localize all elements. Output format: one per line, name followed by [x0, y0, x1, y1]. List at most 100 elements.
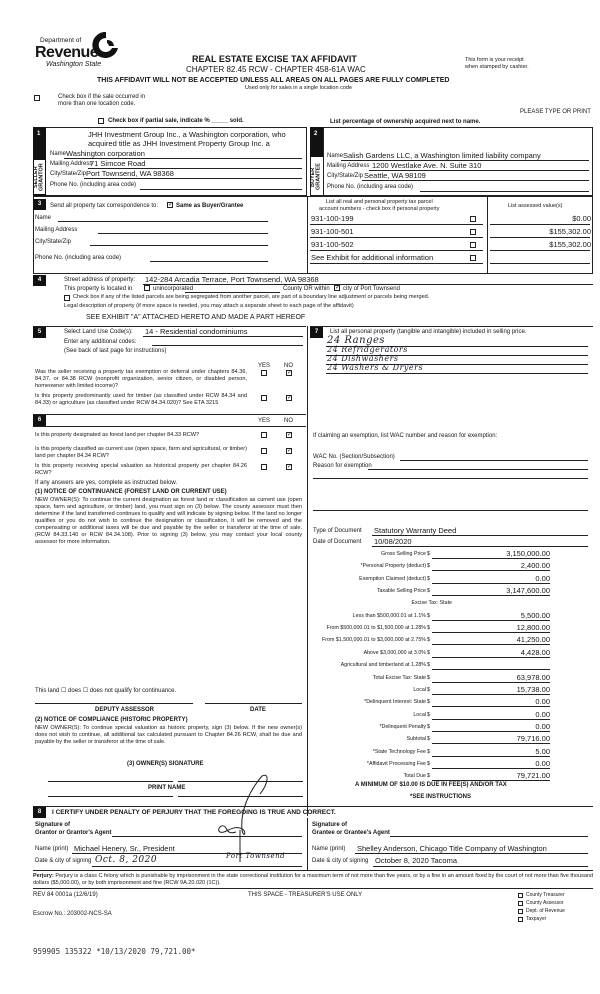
copy-checkbox[interactable] — [518, 917, 523, 922]
grantor-date-field[interactable]: Oct. 8, 2020 — [95, 855, 158, 865]
q5-2-yes[interactable] — [261, 395, 267, 401]
copy-checkbox[interactable] — [518, 909, 523, 914]
q5-1-yes[interactable] — [261, 370, 267, 376]
notice-compliance-title: (2) NOTICE OF COMPLIANCE (HISTORIC PROPE… — [35, 717, 188, 723]
tax-row-value[interactable]: 63,978.00 — [432, 673, 550, 683]
tax-row-value[interactable]: 0.00 — [432, 722, 550, 732]
grantee-name-field[interactable]: Shelley Anderson, Chicago Title Company … — [357, 844, 547, 853]
doc-date-field[interactable]: 10/08/2020 — [374, 537, 412, 546]
tax-row-value[interactable]: 15,738.00 — [432, 685, 550, 695]
copy-checkbox[interactable] — [518, 901, 523, 906]
tax-row-value[interactable]: 5.00 — [432, 747, 550, 757]
personal-property-checkbox[interactable] — [470, 216, 476, 222]
q6-1-no[interactable]: ✓ — [286, 432, 293, 438]
q6-2-no[interactable]: ✓ — [286, 448, 293, 454]
grantee-date-field[interactable]: October 8, 2020 Tacoma — [375, 856, 457, 865]
parcel-number[interactable]: 931-100-502 — [311, 240, 354, 249]
q6-3-yes[interactable] — [261, 464, 267, 470]
see-instructions-note: *SEE INSTRUCTIONS — [410, 794, 472, 800]
buyer-address-field[interactable]: 1200 Westlake Ave. N. Suite 310 — [372, 161, 482, 170]
tax-row-value[interactable]: 12,800.00 — [432, 623, 550, 634]
segregated-checkbox[interactable] — [64, 295, 70, 301]
tax-row-value[interactable]: 3,150,000.00 — [432, 549, 550, 559]
corr-address-field[interactable] — [98, 233, 268, 234]
certify-statement: I CERTIFY UNDER PENALTY OF PERJURY THAT … — [52, 809, 336, 816]
personal-property-item[interactable]: 24 Refridgerators — [327, 345, 408, 354]
partial-sale-checkbox[interactable] — [98, 118, 104, 124]
print-name-2[interactable] — [178, 796, 303, 797]
buyer-name-field[interactable]: Salish Gardens LLC, a Washington limited… — [343, 151, 541, 160]
buyer-city-field[interactable]: Seattle, WA 98109 — [364, 171, 426, 180]
tax-row-value[interactable]: 0.00 — [432, 574, 550, 584]
grantor-city-field[interactable]: Port Townsend — [226, 852, 286, 860]
seller-address-label: Mailing Address — [50, 161, 93, 167]
unincorporated-checkbox[interactable] — [144, 285, 150, 291]
tax-row-value[interactable]: 79,721.00 — [432, 771, 550, 782]
seller-phone-field[interactable] — [140, 189, 302, 190]
land-use-field[interactable]: 14 - Residential condominiums — [145, 327, 248, 336]
q6-2-yes[interactable] — [261, 448, 267, 454]
parcel-number[interactable]: 931-100-199 — [311, 214, 354, 223]
exemption-claim-label: If claiming an exemption, list WAC numbe… — [313, 433, 498, 439]
tax-row-value[interactable]: 3,147,600.00 — [432, 586, 550, 597]
parcel-value[interactable]: $0.00 — [572, 214, 591, 223]
tax-row-label: *Personal Property (deduct) — [360, 563, 426, 570]
personal-property-checkbox[interactable] — [470, 229, 476, 235]
owner-signature-2[interactable] — [178, 781, 303, 782]
tax-row-value[interactable]: 5,500.00 — [432, 611, 550, 621]
doc-type-field[interactable]: Statutory Warranty Deed — [374, 526, 457, 535]
tax-row-value[interactable]: 0.00 — [432, 759, 550, 769]
street-field[interactable]: 142-284 Arcadia Terrace, Port Townsend, … — [145, 275, 319, 284]
personal-property-checkbox[interactable] — [470, 242, 476, 248]
copy-checkbox[interactable] — [518, 893, 523, 898]
q5-1-no[interactable]: ✓ — [286, 370, 293, 376]
form-revision: REV 84 0001a (12/6/19) — [33, 892, 98, 898]
seller-address-field[interactable]: 71 Simcoe Road — [90, 159, 146, 168]
same-as-buyer-checkbox[interactable]: ✓ — [167, 202, 174, 208]
tax-row-value[interactable]: 0.00 — [432, 710, 550, 720]
parcel-number[interactable]: 931-100-501 — [311, 227, 354, 236]
wac-field[interactable] — [400, 460, 588, 461]
print-name-1[interactable] — [48, 796, 173, 797]
seller-city-field[interactable]: Port Townsend, WA 98368 — [86, 169, 174, 178]
deputy-date-field[interactable] — [205, 703, 302, 704]
tax-row-value[interactable]: 79,716.00 — [432, 734, 550, 745]
within-city-checkbox[interactable]: ✓ — [334, 285, 341, 291]
seller-name-line2: acquired title as JHH Investment Propert… — [88, 139, 270, 148]
tax-row: *Delinquent Interest: State $0.00 — [310, 697, 592, 708]
parcel-value[interactable]: $155,302.00 — [549, 227, 591, 236]
grantor-name-field[interactable]: Michael Henery, Sr., President — [74, 844, 175, 853]
tax-row: Less than $500,000.01 at 1.1% $5,500.00 — [310, 611, 592, 621]
treasurer-use-label: THIS SPACE - TREASURER'S USE ONLY — [248, 892, 363, 898]
buyer-phone-field[interactable] — [420, 191, 589, 192]
owner-signature-1[interactable] — [48, 781, 173, 782]
personal-property-item[interactable]: 24 Dishwashers — [327, 354, 399, 363]
q6-3-no[interactable]: ✓ — [286, 464, 293, 470]
corr-name-field[interactable] — [58, 221, 268, 222]
tax-row-value[interactable]: 41,250.00 — [432, 635, 550, 646]
see-exhibit-checkbox[interactable] — [470, 255, 476, 261]
tax-row-value[interactable]: 2,400.00 — [432, 561, 550, 572]
tax-row-value[interactable] — [432, 660, 550, 671]
additional-codes-field[interactable] — [152, 345, 303, 346]
tax-row-value[interactable]: 4,428.00 — [432, 648, 550, 658]
tax-row-value[interactable]: 0.00 — [432, 697, 550, 708]
q6-1-yes[interactable] — [261, 432, 267, 438]
deputy-assessor-signature[interactable] — [35, 703, 193, 704]
multi-location-checkbox[interactable] — [34, 95, 40, 101]
q5-2-no[interactable]: ✓ — [286, 395, 293, 401]
reason-field[interactable] — [368, 469, 588, 470]
seller-name-field[interactable]: Washington corporation — [66, 149, 145, 158]
ownership-note: List percentage of ownership acquired ne… — [330, 119, 481, 125]
city-of-label: city of Port Townsend — [343, 286, 400, 292]
personal-property-item[interactable]: 24 Washers & Dryers — [327, 363, 424, 372]
corr-phone-field[interactable] — [150, 261, 268, 262]
legal-description-field[interactable]: SEE EXHIBIT "A" ATTACHED HERETO AND MADE… — [86, 314, 306, 321]
personal-property-item[interactable]: 24 Ranges — [327, 335, 386, 346]
corr-city-field[interactable] — [90, 245, 268, 246]
grantor-signature-field[interactable] — [112, 836, 302, 837]
parcel-value[interactable]: $155,302.00 — [549, 240, 591, 249]
county-field[interactable] — [185, 292, 280, 293]
tax-row-label: Taxable Selling Price — [376, 588, 426, 595]
grantee-signature-field[interactable] — [390, 836, 588, 837]
